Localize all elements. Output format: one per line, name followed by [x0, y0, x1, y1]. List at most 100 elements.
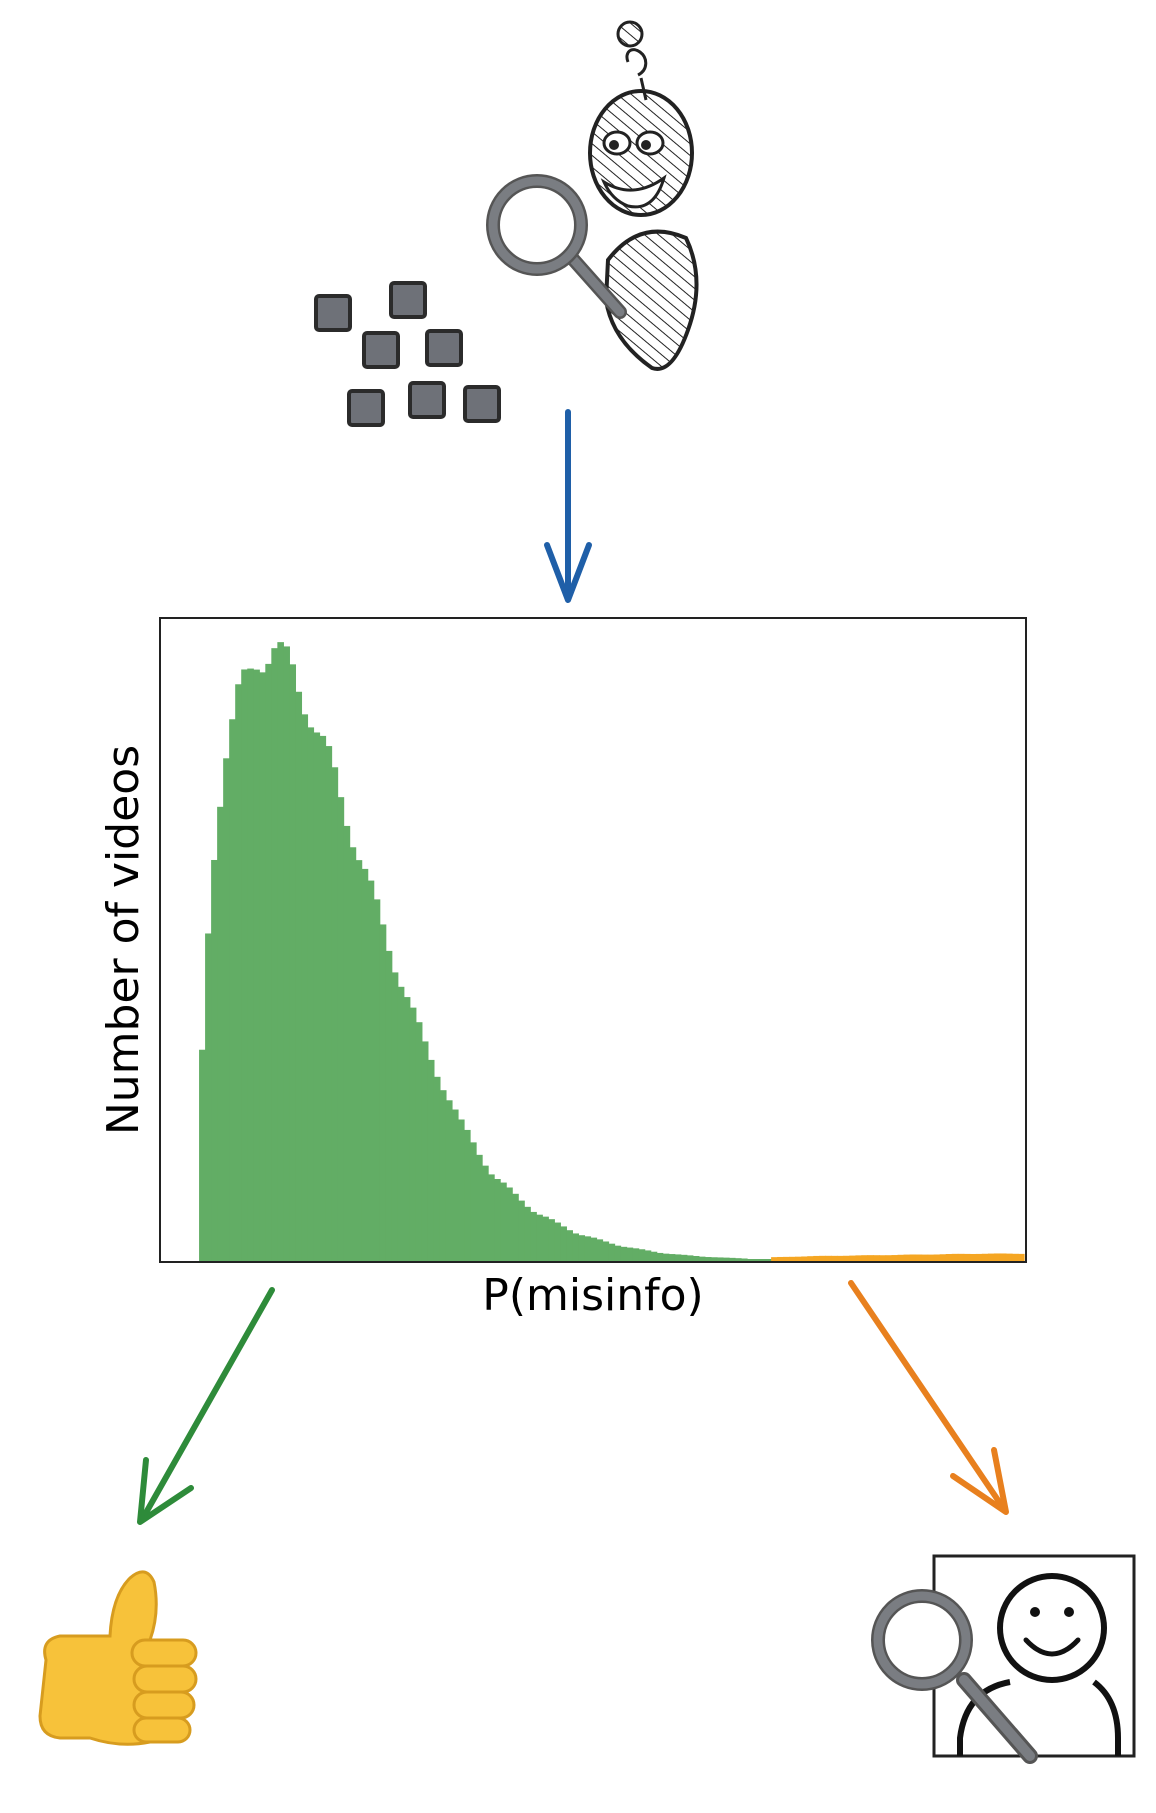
histogram-bar-high — [975, 1253, 983, 1261]
histogram-bar-low — [403, 997, 411, 1261]
y-axis-label: Number of videos — [98, 745, 149, 1135]
histogram-bar-high — [927, 1254, 935, 1261]
histogram-bar-high — [807, 1256, 814, 1261]
histogram-bar-low — [722, 1257, 730, 1261]
histogram-bar-high — [795, 1256, 802, 1261]
histogram-bar-low — [457, 1119, 465, 1261]
histogram-bar-low — [271, 648, 278, 1261]
histogram-bar-low — [656, 1252, 664, 1261]
histogram-bar-low — [536, 1214, 543, 1261]
histogram-bar-high — [1017, 1253, 1025, 1261]
histogram-bar-low — [686, 1255, 694, 1261]
histogram-bar-low — [343, 825, 351, 1261]
histogram-bar-high — [861, 1255, 869, 1261]
histogram-bar-high — [1005, 1253, 1013, 1261]
histogram-bar-low — [578, 1235, 586, 1261]
misinfo-histogram: P(misinfo) Number of videos — [98, 617, 1027, 1321]
histogram-bar-low — [584, 1236, 592, 1261]
histogram-bar-low — [421, 1041, 429, 1261]
histogram-bar-low — [355, 860, 363, 1261]
histogram-bar-low — [560, 1226, 567, 1261]
histogram-bar-high — [1011, 1253, 1019, 1261]
flow-arrow-to-approve — [137, 1287, 275, 1525]
histogram-bar-high — [843, 1255, 850, 1261]
histogram-bar-high — [903, 1254, 911, 1261]
histogram-bar-low — [650, 1251, 658, 1261]
histogram-bar-low — [337, 797, 345, 1261]
histogram-bar-low — [704, 1257, 712, 1261]
video-tile-2 — [362, 331, 400, 369]
histogram-bar-high — [957, 1253, 965, 1261]
histogram-bar-low — [614, 1245, 622, 1261]
histogram-bar-high — [999, 1253, 1007, 1261]
histogram-bar-high — [891, 1255, 899, 1261]
histogram-bar-low — [331, 767, 339, 1261]
histogram-bar-low — [518, 1200, 525, 1261]
histogram-bar-high — [849, 1255, 856, 1261]
histogram-bar-low — [674, 1254, 682, 1261]
histogram-bar-low — [433, 1076, 441, 1261]
video-tile-0 — [314, 294, 352, 332]
histogram-bar-low — [638, 1249, 646, 1261]
histogram-bar-high — [963, 1253, 971, 1261]
histogram-bar-low — [325, 746, 333, 1261]
histogram-bar-low — [415, 1022, 423, 1261]
histogram-bar-low — [500, 1182, 507, 1261]
histogram-bar-high — [771, 1257, 778, 1261]
histogram-bar-high — [939, 1254, 947, 1261]
video-tile-1 — [389, 281, 427, 319]
histogram-bar-low — [506, 1187, 513, 1261]
histogram-bar-low — [759, 1259, 766, 1261]
histogram-bar-high — [825, 1255, 832, 1261]
histogram-bar-low — [662, 1253, 670, 1261]
histogram-bar-low — [734, 1258, 742, 1261]
histogram-bar-high — [801, 1256, 808, 1261]
histogram-bar-low — [710, 1257, 718, 1261]
histogram-bar-low — [620, 1246, 628, 1261]
histogram-bar-high — [879, 1255, 887, 1261]
histogram-bar-low — [295, 691, 303, 1261]
histogram-bar-low — [205, 933, 212, 1261]
histogram-bar-low — [644, 1250, 652, 1261]
histogram-bar-low — [530, 1211, 537, 1261]
histogram-bar-low — [283, 646, 290, 1261]
histogram-bar-low — [307, 727, 315, 1261]
histogram-bar-high — [885, 1255, 893, 1261]
histogram-bar-low — [379, 924, 387, 1261]
histogram-bar-low — [692, 1256, 700, 1261]
histogram-bar-high — [897, 1254, 905, 1261]
histogram-bar-low — [235, 684, 242, 1261]
histogram-bar-low — [632, 1248, 640, 1261]
histogram-bar-high — [969, 1253, 977, 1261]
histogram-bar-low — [439, 1090, 447, 1261]
histogram-bar-low — [319, 735, 327, 1261]
histogram-bar-low — [554, 1222, 561, 1261]
histogram-bar-high — [921, 1254, 929, 1261]
histogram-bar-high — [789, 1256, 796, 1261]
histogram-bar-high — [909, 1254, 917, 1261]
histogram-bar-low — [626, 1247, 634, 1261]
human-reviewer-with-magnifier-icon — [871, 1554, 1136, 1764]
histogram-bar-low — [445, 1100, 453, 1261]
histogram-bar-low — [542, 1216, 549, 1261]
histogram-bar-high — [855, 1255, 863, 1261]
histogram-bar-low — [223, 758, 230, 1261]
histogram-bar-low — [680, 1254, 688, 1261]
histogram-bar-low — [716, 1257, 724, 1261]
histogram-bar-low — [253, 669, 260, 1261]
histogram-bar-low — [740, 1258, 748, 1261]
histogram-bar-low — [385, 950, 393, 1261]
histogram-bar-low — [349, 847, 357, 1261]
histogram-bar-low — [229, 719, 236, 1261]
video-tile-6 — [463, 385, 501, 423]
histogram-bar-low — [427, 1059, 435, 1261]
histogram-bar-low — [596, 1239, 604, 1261]
histogram-bar-high — [951, 1253, 959, 1261]
histogram-bar-low — [524, 1206, 531, 1261]
histogram-bar-low — [668, 1254, 676, 1261]
histogram-bar-low — [265, 663, 272, 1261]
histogram-bar-low — [698, 1256, 706, 1261]
histogram-bar-high — [831, 1255, 838, 1261]
histogram-bar-high — [981, 1253, 989, 1261]
histogram-bar-low — [512, 1193, 519, 1261]
